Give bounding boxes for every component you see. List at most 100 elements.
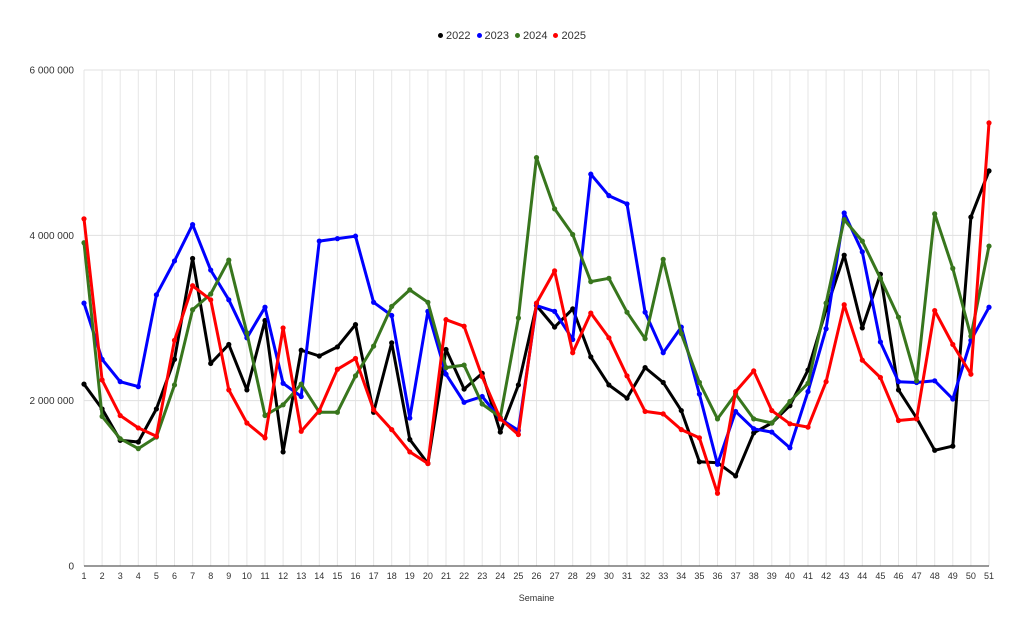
x-tick-label: 35 [694, 571, 704, 581]
x-tick-label: 33 [658, 571, 668, 581]
data-point-2025 [99, 377, 105, 383]
data-point-2022 [660, 379, 666, 386]
x-tick-label: 6 [172, 571, 177, 581]
x-tick-label: 21 [441, 571, 451, 581]
data-point-2025 [515, 431, 522, 438]
legend-label: 2022 [446, 30, 471, 42]
x-tick-label: 45 [875, 571, 885, 581]
data-point-2023 [153, 292, 159, 298]
data-point-2025 [588, 310, 594, 316]
data-point-2025 [135, 425, 141, 431]
data-point-2024 [135, 446, 141, 452]
data-point-2023 [280, 380, 286, 386]
x-tick-label: 28 [568, 571, 578, 581]
x-tick-label: 14 [314, 571, 324, 581]
data-point-2024 [425, 299, 431, 305]
data-point-2022 [171, 356, 178, 362]
data-point-2022 [950, 443, 956, 449]
data-point-2022 [968, 214, 974, 220]
data-point-2022 [624, 395, 630, 401]
data-point-2025 [986, 120, 992, 126]
x-tick-label: 5 [154, 571, 159, 581]
x-axis-label: Semaine [519, 593, 555, 603]
data-point-2024 [606, 275, 612, 281]
data-point-2024 [932, 211, 938, 217]
data-point-2022 [334, 344, 340, 350]
data-point-2023 [226, 297, 232, 303]
data-point-2023 [950, 396, 956, 402]
data-point-2023 [624, 201, 630, 207]
x-tick-label: 36 [712, 571, 722, 581]
data-point-2024 [552, 206, 558, 212]
x-tick-label: 2 [100, 571, 105, 581]
x-tick-label: 11 [260, 571, 269, 581]
legend-label: 2024 [523, 30, 548, 42]
x-tick-label: 19 [405, 571, 415, 581]
data-point-2025 [316, 407, 322, 414]
x-tick-label: 10 [242, 571, 252, 581]
x-tick-label: 16 [350, 571, 360, 581]
x-tick-label: 29 [586, 571, 596, 581]
legend-marker [438, 32, 444, 38]
data-point-2024 [407, 287, 413, 293]
data-point-2022 [244, 387, 250, 393]
data-point-2024 [371, 343, 377, 349]
data-point-2025 [171, 337, 178, 343]
data-point-2024 [696, 379, 703, 386]
data-point-2024 [208, 291, 214, 297]
legend-item-2025: 2025 [553, 30, 586, 42]
data-point-2023 [787, 445, 793, 451]
data-point-2023 [895, 379, 902, 385]
data-point-2022 [153, 406, 159, 412]
legend-item-2023: 2023 [476, 30, 509, 42]
data-point-2025 [805, 424, 811, 430]
data-point-2025 [244, 420, 250, 426]
x-tick-label: 13 [296, 571, 306, 581]
data-point-2025 [425, 460, 431, 467]
x-tick-label: 24 [495, 571, 505, 581]
data-point-2025 [533, 300, 540, 306]
legend-marker [515, 32, 520, 38]
data-point-2022 [932, 447, 938, 453]
data-point-2024 [533, 155, 540, 161]
data-point-2022 [696, 459, 703, 465]
data-point-2023 [190, 221, 196, 228]
data-point-2024 [515, 315, 522, 321]
data-point-2025 [660, 411, 666, 417]
data-point-2025 [479, 374, 485, 380]
data-point-2023 [823, 326, 829, 332]
data-point-2025 [606, 335, 612, 341]
data-point-2024 [914, 378, 920, 384]
data-point-2022 [588, 354, 594, 360]
data-point-2025 [389, 427, 395, 433]
data-point-2022 [497, 429, 503, 435]
data-point-2025 [678, 427, 684, 433]
data-point-2022 [642, 365, 648, 371]
data-point-2025 [208, 297, 214, 303]
legend-label: 2025 [561, 30, 586, 42]
data-point-2022 [570, 306, 576, 312]
data-point-2025 [751, 368, 757, 374]
x-tick-label: 23 [477, 571, 487, 581]
data-point-2022 [352, 322, 359, 328]
data-point-2023 [660, 350, 666, 356]
x-tick-label: 18 [387, 571, 397, 581]
data-point-2025 [841, 302, 847, 308]
chart-legend: 2022 2023 2024 2025 [0, 30, 1024, 42]
data-point-2024 [461, 362, 467, 368]
data-point-2025 [226, 387, 232, 393]
legend-marker [553, 32, 559, 38]
x-tick-label: 46 [893, 571, 903, 581]
data-point-2025 [371, 407, 377, 413]
x-tick-label: 51 [984, 571, 994, 581]
data-point-2025 [932, 307, 938, 314]
data-point-2024 [805, 380, 811, 386]
data-point-2025 [877, 374, 884, 381]
data-point-2025 [443, 317, 449, 323]
data-point-2023 [841, 210, 847, 216]
data-point-2023 [334, 236, 340, 242]
data-point-2023 [696, 391, 703, 397]
data-point-2025 [262, 435, 268, 441]
data-point-2022 [407, 436, 413, 443]
data-point-2022 [81, 381, 87, 387]
